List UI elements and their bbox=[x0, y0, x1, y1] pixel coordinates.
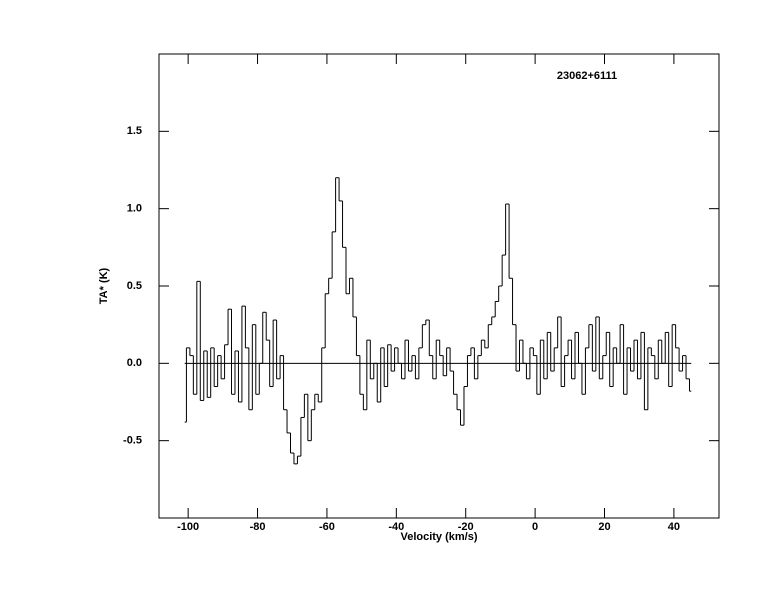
plot-frame bbox=[158, 53, 720, 519]
y-tick-label: 1.0 bbox=[127, 203, 142, 215]
x-axis-label: Velocity (km/s) bbox=[400, 531, 477, 543]
x-tick-label: -60 bbox=[319, 521, 335, 533]
x-tick-label: -80 bbox=[250, 521, 266, 533]
x-tick-label: 20 bbox=[598, 521, 610, 533]
x-tick-label: -100 bbox=[177, 521, 199, 533]
x-tick-label: -20 bbox=[458, 521, 474, 533]
annotation: 23062+6111 bbox=[557, 70, 617, 82]
x-tick-label: 0 bbox=[532, 521, 538, 533]
y-axis-label: TA* (K) bbox=[98, 267, 110, 304]
y-tick-label: 1.5 bbox=[127, 125, 142, 137]
y-tick-label: 0.0 bbox=[127, 357, 142, 369]
x-tick-label: -40 bbox=[388, 521, 404, 533]
x-tick-label: 40 bbox=[668, 521, 680, 533]
y-tick-label: 0.5 bbox=[127, 280, 142, 292]
y-tick-label: -0.5 bbox=[123, 435, 142, 447]
